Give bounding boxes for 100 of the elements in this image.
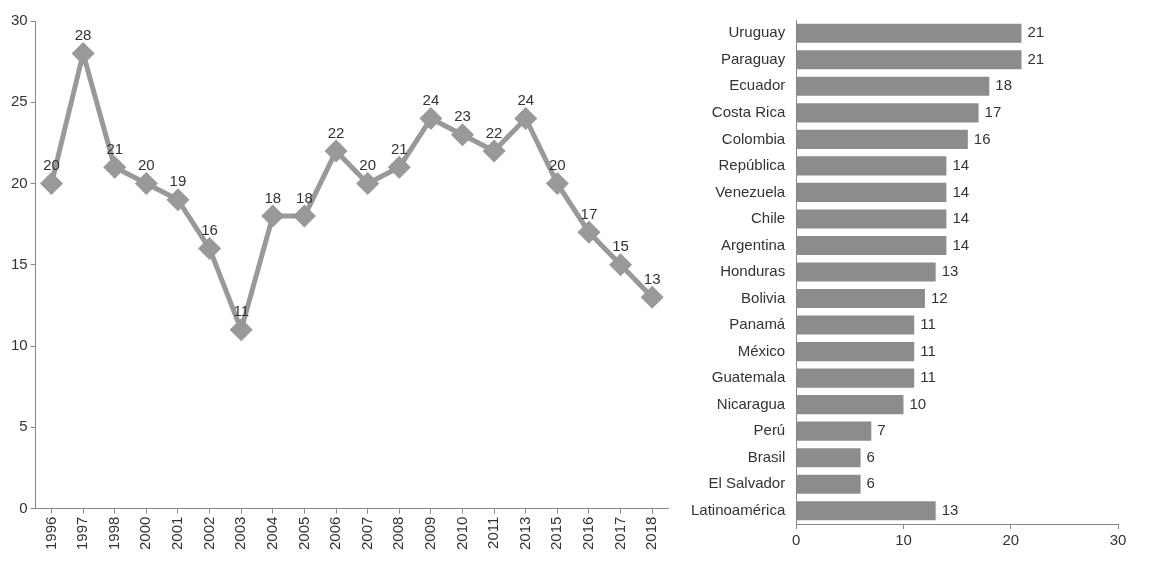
data-label: 14 (952, 209, 970, 227)
x-tick-label: 2016 (579, 516, 597, 551)
point (199, 238, 221, 260)
y-tick-label: Perú (753, 421, 786, 439)
data-label: 21 (1027, 49, 1045, 67)
data-label: 14 (952, 182, 970, 200)
y-tick-label: Uruguay (728, 23, 786, 41)
data-label: 13 (643, 269, 661, 287)
y-tick-label: Bolivia (741, 288, 786, 306)
x-tick-label: 2018 (642, 516, 660, 551)
x-tick-label: 20 (1002, 531, 1020, 549)
y-tick-label: 10 (11, 336, 28, 354)
y-tick-label: Panamá (729, 315, 786, 333)
data-label: 18 (995, 76, 1012, 94)
point (483, 140, 505, 162)
data-label: 21 (1027, 23, 1045, 41)
data-label: 17 (580, 204, 598, 222)
x-tick-label: 2000 (136, 516, 154, 551)
point (40, 173, 62, 195)
data-label: 19 (169, 172, 187, 190)
x-tick-label: 2002 (199, 516, 217, 551)
x-tick-label: 2006 (326, 516, 344, 551)
x-tick-label: 2015 (547, 516, 565, 551)
data-label: 21 (106, 139, 124, 157)
y-tick-label: República (718, 156, 786, 174)
point (515, 108, 537, 130)
x-tick-label: 2009 (421, 516, 439, 551)
x-tick-label: 1998 (104, 516, 122, 551)
data-label: 28 (74, 26, 92, 44)
point (420, 108, 442, 130)
y-tick-label: México (737, 341, 786, 359)
y-tick-label: Paraguay (721, 49, 786, 67)
x-tick-label: 30 (1109, 531, 1127, 549)
y-tick-label: Costa Rica (711, 102, 786, 120)
point (546, 173, 568, 195)
y-tick-label: Argentina (721, 235, 786, 253)
data-label: 18 (296, 188, 313, 206)
point (104, 156, 126, 178)
y-tick-label: Brasil (747, 447, 786, 465)
x-tick-label: 2011 (484, 516, 502, 549)
data-label: 17 (984, 102, 1002, 120)
x-tick-label: 2008 (389, 516, 407, 551)
y-tick-label: Ecuador (729, 76, 786, 94)
data-label: 22 (327, 123, 345, 141)
x-tick-label: 2007 (357, 516, 375, 551)
y-tick-label: 20 (11, 173, 28, 191)
point (452, 124, 473, 146)
data-label: 21 (390, 139, 408, 157)
data-label: 10 (909, 394, 927, 412)
point (388, 156, 410, 178)
x-tick-label: 1996 (41, 516, 59, 551)
x-tick-label: 10 (895, 531, 912, 549)
data-label: 6 (866, 474, 875, 492)
x-tick-label: 2013 (515, 516, 533, 551)
data-label: 12 (930, 288, 948, 306)
data-label: 13 (941, 262, 959, 280)
data-label: 18 (264, 188, 282, 206)
data-label: 11 (233, 302, 249, 320)
data-label: 20 (43, 156, 60, 174)
point (262, 205, 284, 227)
x-tick-label: 2017 (610, 516, 628, 551)
data-label: 6 (866, 447, 875, 465)
data-label: 13 (941, 500, 959, 518)
y-tick-label: Venezuela (715, 182, 786, 200)
data-label: 23 (454, 107, 471, 125)
y-tick-label: 15 (11, 254, 28, 272)
data-label: 15 (612, 237, 629, 255)
data-label: 24 (422, 91, 440, 109)
point (293, 205, 315, 227)
x-tick-label: 2010 (452, 516, 470, 551)
y-tick-label: Colombia (721, 129, 786, 147)
data-label: 24 (517, 91, 535, 109)
data-label: 11 (920, 341, 936, 359)
point (167, 189, 189, 211)
y-tick-label: Guatemala (711, 368, 786, 386)
data-label: 16 (201, 221, 218, 239)
data-label: 14 (952, 156, 970, 174)
y-tick-label: 30 (11, 11, 28, 29)
data-label: 20 (138, 156, 155, 174)
y-tick-label: 5 (19, 417, 28, 435)
data-label: 22 (485, 123, 503, 141)
point (357, 173, 379, 195)
y-tick-label: Nicaragua (716, 394, 786, 412)
data-label: 16 (973, 129, 991, 147)
data-label: 11 (920, 368, 936, 386)
x-tick-label: 0 (792, 531, 801, 549)
data-label: 7 (877, 421, 886, 439)
point (325, 140, 347, 162)
point (578, 221, 600, 243)
point (230, 319, 252, 341)
x-tick-label: 2003 (231, 516, 249, 551)
y-tick-label: El Salvador (708, 474, 786, 492)
point (135, 173, 157, 195)
y-tick-label: Chile (751, 209, 786, 227)
point (641, 286, 663, 308)
data-label: 20 (359, 156, 376, 174)
data-label: 11 (920, 315, 936, 333)
y-tick-label: Latinoamérica (691, 500, 786, 518)
x-tick-label: 2001 (168, 516, 186, 551)
x-tick-label: 1997 (73, 516, 91, 551)
